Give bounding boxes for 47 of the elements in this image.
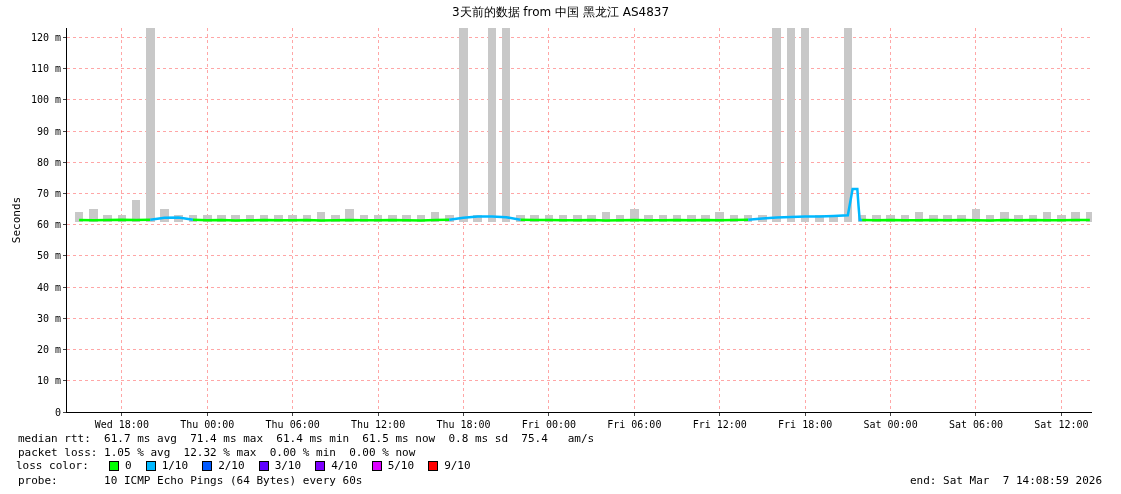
y-tick-label: 100 m — [30, 94, 61, 106]
y-tick-label: 90 m — [36, 125, 61, 137]
bar — [786, 28, 796, 222]
x-tick-label: Thu 06:00 — [265, 419, 320, 430]
x-tick-label: Fri 18:00 — [778, 419, 833, 430]
x-tick-label: Fri 00:00 — [521, 419, 576, 430]
bar — [772, 28, 781, 222]
legend-label: 5/10 — [387, 459, 415, 472]
legend-label: 1/10 — [161, 459, 189, 472]
x-tick-label: Thu 18:00 — [436, 419, 491, 430]
y-tick-label: 40 m — [36, 281, 61, 293]
y-tick-label: 120 m — [30, 31, 61, 43]
x-tick-label: Thu 00:00 — [180, 419, 235, 430]
y-tick-label: 110 m — [30, 63, 61, 75]
bar — [501, 28, 511, 222]
bar — [487, 28, 497, 222]
y-axis-title: Seconds — [9, 196, 23, 244]
chart-title: 3天前的数据 from 中国 黑龙江 AS4837 — [451, 4, 670, 19]
y-tick-label: 30 m — [36, 312, 61, 324]
bar — [800, 28, 810, 222]
x-tick-label: Sat 00:00 — [863, 419, 918, 430]
y-tick-label: 60 m — [36, 219, 61, 231]
x-tick-label: Fri 12:00 — [692, 419, 747, 430]
legend-label: 4/10 — [331, 459, 358, 472]
x-tick-label: Thu 12:00 — [350, 419, 406, 430]
y-tick-label: 20 m — [36, 344, 61, 356]
x-tick-label: Sat 12:00 — [1034, 419, 1089, 430]
x-tick-label: Sat 06:00 — [948, 419, 1004, 430]
y-tick-label: 0 — [54, 406, 61, 418]
legend-label: 0 — [125, 459, 132, 472]
legend-label: 2/10 — [218, 459, 245, 472]
x-tick-label: Wed 18:00 — [94, 419, 149, 430]
text: packet loss: 1.05 % avg 12.32 % max 0.00 % min 0.00 % now — [18, 446, 416, 459]
bar — [459, 28, 468, 222]
bar — [843, 28, 853, 222]
y-tick-label: 10 m — [36, 375, 61, 387]
text: probe: 10 ICMP Echo Pings (64 Bytes) every 60s — [18, 474, 363, 487]
y-tick-label: 80 m — [36, 156, 61, 168]
legend-label: 3/10 — [274, 459, 302, 472]
y-tick-label: 70 m — [36, 187, 61, 199]
legend-title: loss color: — [16, 459, 90, 472]
y-tick-label: 50 m — [36, 250, 61, 262]
text: end: Sat Mar 7 14:08:59 2026 — [910, 474, 1103, 487]
x-tick-label: Fri 06:00 — [607, 419, 662, 430]
legend-label: 9/10 — [444, 459, 471, 472]
text: median rtt: 61.7 ms avg 71.4 ms max 61.4 ms min 61.5 ms now 0.8 ms sd 75.4 am/s — [18, 432, 595, 445]
bar — [146, 28, 155, 222]
